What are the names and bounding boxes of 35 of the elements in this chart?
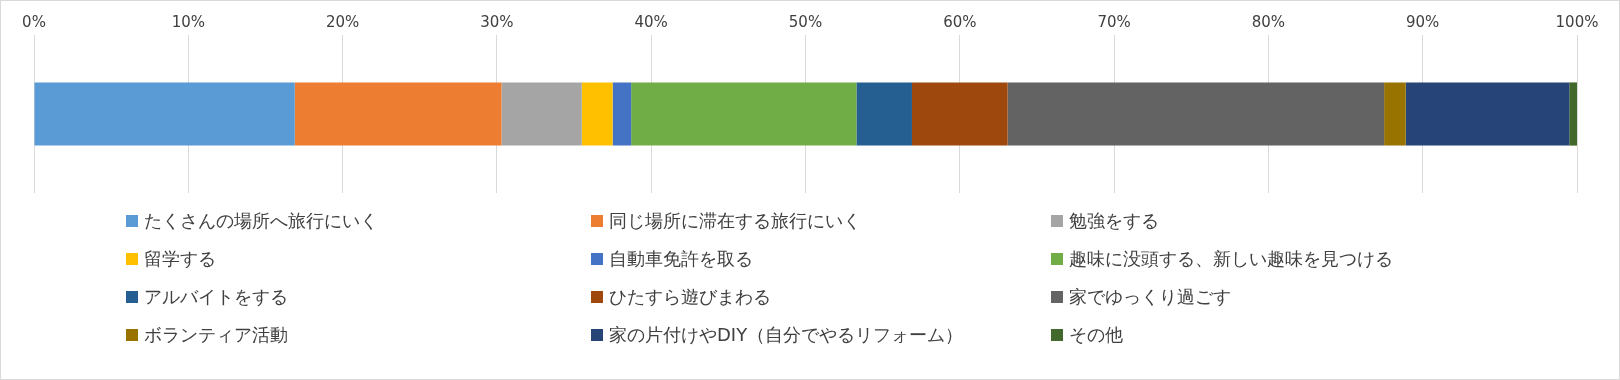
legend-label: 自動車免許を取る [609,247,753,271]
bar [294,82,502,146]
bar [1007,82,1385,146]
legend-label: ひたすら遊びまわる [609,285,771,309]
bar [1384,82,1406,146]
bar [612,82,632,146]
bar [631,82,857,146]
bar [1569,82,1577,146]
bar [1405,82,1570,146]
bar [501,82,582,146]
legend-label: ボランティア活動 [144,323,288,347]
legend-label: その他 [1069,323,1123,347]
x-tick-label: 60% [943,12,977,31]
x-tick-label: 80% [1251,12,1286,31]
legend-label: たくさんの場所へ旅行にいく [144,209,378,233]
legend-label: 家の片付けやDIY（自分でやるリフォーム） [609,323,964,347]
x-tick-label: 20% [325,12,360,31]
x-tick-label: 70% [1097,12,1131,31]
x-tick-label: 0% [22,12,46,31]
x-tick-label: 100% [1555,12,1599,31]
legend-label: 趣味に没頭する、新しい趣味を見つける [1069,247,1393,271]
x-tick-label: 30% [480,12,514,31]
bar [34,82,295,146]
x-tick-label: 40% [634,12,668,31]
bar [911,82,1008,146]
bar [581,82,613,146]
legend-label: 勉強をする [1069,209,1159,233]
bar [856,82,912,146]
x-tick-label: 50% [788,12,823,31]
x-tick-label: 90% [1406,12,1440,31]
legend-label: 同じ場所に滞在する旅行にいく [609,209,861,233]
legend-label: 留学する [144,247,216,271]
x-tick-label: 10% [171,12,205,31]
legend-label: アルバイトをする [144,285,288,309]
legend-label: 家でゆっくり過ごす [1069,285,1231,309]
